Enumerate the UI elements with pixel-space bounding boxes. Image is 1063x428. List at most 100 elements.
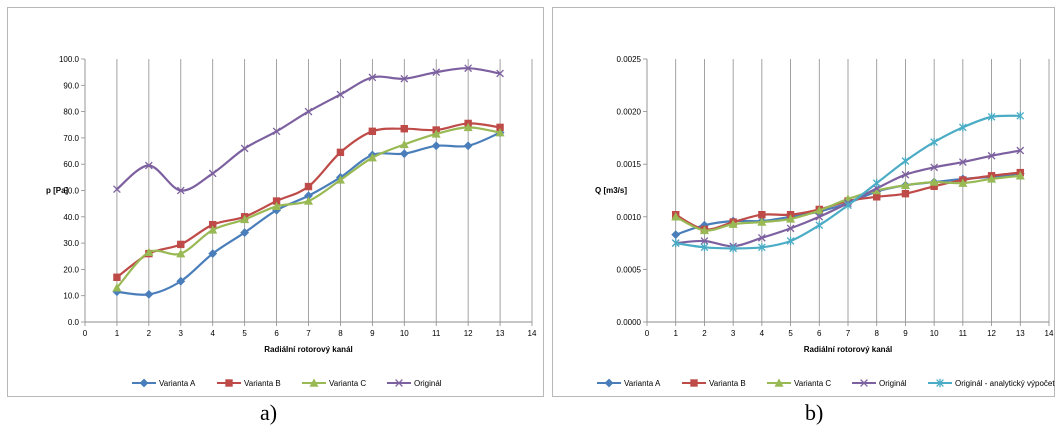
y-tick-label: 0.0010 [617, 213, 642, 222]
data-point [176, 248, 186, 258]
legend-marker [139, 378, 149, 388]
legend-label: Varianta C [329, 379, 366, 388]
data-point [757, 233, 766, 242]
legend-marker [936, 378, 944, 388]
data-point [814, 205, 824, 215]
data-point [987, 151, 996, 160]
x-tick-label: 5 [242, 329, 247, 338]
data-point [113, 273, 121, 281]
data-point [400, 124, 408, 133]
x-tick-label: 10 [400, 329, 409, 338]
legend-item: Originál - analytický výpočet [928, 378, 1055, 388]
data-point [399, 149, 409, 159]
y-tick-label: 20.0 [63, 265, 79, 274]
x-tick-label: 3 [179, 329, 184, 338]
data-point [1016, 146, 1025, 155]
x-tick-label: 14 [1045, 329, 1054, 338]
data-point [240, 144, 249, 153]
legend-label: Varianta B [709, 379, 746, 388]
x-tick-label: 7 [306, 329, 311, 338]
data-point [671, 238, 680, 248]
data-point [368, 127, 377, 136]
legend-label: Varianta B [244, 379, 281, 388]
series-origin-l [113, 64, 504, 195]
data-point [700, 237, 709, 245]
data-point [786, 236, 795, 246]
data-point [144, 161, 153, 170]
x-tick-label: 2 [147, 329, 152, 338]
data-point [987, 112, 996, 122]
data-point [901, 189, 910, 198]
y-tick-label: 0.0 [68, 318, 80, 327]
data-point [336, 148, 345, 157]
x-tick-label: 4 [760, 329, 765, 338]
data-point [495, 128, 505, 137]
data-point [815, 212, 824, 221]
data-point [208, 169, 217, 178]
chart-panel-a: 0 1 2 3 4 5 6 7 8 9 10 11 12 13 14 0.0 10.0 20.0 30.0 40.0 5… [7, 7, 544, 397]
legend-label: Varianta A [159, 379, 196, 388]
legend-label: Varianta A [624, 379, 661, 388]
data-point [176, 276, 186, 286]
data-point [958, 158, 967, 166]
data-point [432, 68, 441, 77]
data-point [929, 177, 939, 186]
x-tick-label: 8 [338, 329, 343, 338]
x-tick-label: 13 [1016, 329, 1025, 338]
x-tick-label: 12 [464, 329, 473, 338]
legend-item: Varianta C [302, 378, 366, 388]
x-axis-title: Radiální rotorový kanál [264, 345, 352, 354]
legend-label: Varianta C [794, 379, 831, 388]
y-tick-label: 70.0 [63, 134, 79, 143]
data-point [400, 74, 409, 83]
data-point [368, 73, 377, 82]
data-point [958, 123, 967, 132]
y-tick-label: 0.0000 [617, 318, 642, 327]
flow-chart: 0 1 2 3 4 5 6 7 8 9 10 11 12 13 140.00000.00050.00100.… [595, 55, 1055, 388]
data-point [757, 243, 766, 252]
x-tick-label: 9 [903, 329, 908, 338]
data-point [496, 69, 504, 78]
data-point [757, 217, 767, 226]
x-tick-label: 6 [274, 329, 279, 338]
data-point [399, 139, 409, 149]
y-tick-label: 60.0 [63, 160, 79, 169]
data-point [699, 225, 709, 235]
data-point [431, 141, 441, 151]
x-tick-label: 2 [702, 329, 707, 338]
legend-label: Originál [879, 379, 907, 388]
legend-item: Originál [852, 379, 907, 388]
panel-b-label: b) [805, 400, 824, 425]
data-point [873, 193, 881, 201]
x-tick-label: 14 [528, 329, 537, 338]
pressure-chart: 0 1 2 3 4 5 6 7 8 9 10 11 12 13 140.010.020.030.040.05… [46, 55, 537, 388]
data-point [463, 141, 473, 151]
data-point [729, 244, 738, 253]
data-point [335, 175, 345, 184]
y-tick-label: 30.0 [63, 239, 79, 248]
y-tick-label: 0.0020 [617, 108, 642, 117]
data-point [1016, 111, 1025, 121]
data-point [336, 90, 345, 99]
y-tick-label: 0.0015 [617, 160, 642, 169]
x-tick-label: 9 [370, 329, 375, 338]
legend-item: Originál [387, 379, 442, 388]
data-point [144, 247, 154, 257]
x-tick-label: 3 [731, 329, 736, 338]
legend-item: Varianta A [132, 378, 196, 388]
data-point [958, 178, 968, 187]
y-tick-label: 0.0025 [617, 55, 642, 64]
data-point [177, 240, 185, 249]
data-point [901, 170, 910, 179]
data-point [872, 178, 881, 188]
x-tick-label: 12 [987, 329, 996, 338]
y-axis-title: p [Pa] [46, 186, 69, 195]
y-tick-label: 0.0005 [617, 265, 642, 274]
legend-marker [690, 379, 698, 387]
x-tick-label: 0 [645, 329, 650, 338]
y-tick-label: 100.0 [59, 55, 80, 64]
data-point [1015, 171, 1025, 180]
data-point [304, 182, 313, 191]
data-point [900, 180, 910, 189]
legend-marker [225, 379, 233, 387]
